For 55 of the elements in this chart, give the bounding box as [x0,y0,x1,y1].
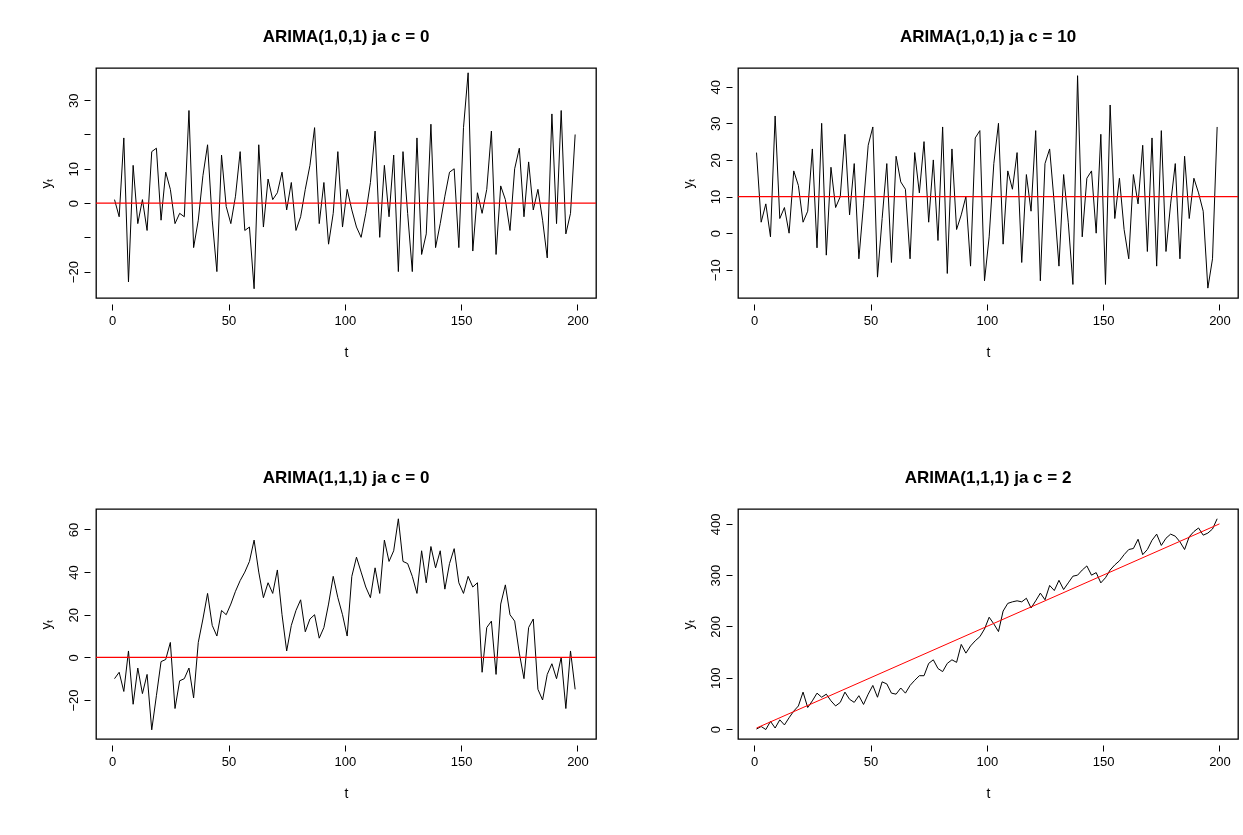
y-tick-label: 60 [65,522,81,538]
x-tick-label: 50 [863,753,879,769]
y-tick-label: 40 [65,565,81,580]
x-tick-label: 150 [1092,753,1115,769]
y-tick-label: −20 [65,689,81,712]
x-tick-label: 100 [334,312,357,328]
x-tick-label: 200 [567,753,589,769]
y-tick-label: 0 [707,230,723,238]
x-tick-label: 100 [976,753,999,769]
y-tick-label: 10 [65,162,81,177]
x-tick-label: 200 [567,312,589,328]
y-tick-label: 20 [65,607,81,623]
y-tick-label: 400 [707,513,723,536]
chart-title: ARIMA(1,1,1) ja c = 2 [904,468,1072,487]
y-axis-title: yₜ [679,177,696,189]
x-tick-label: 150 [450,312,473,328]
y-tick-label: 30 [707,116,723,132]
chart-title: ARIMA(1,0,1) ja c = 0 [262,27,430,46]
chart-title: ARIMA(1,1,1) ja c = 0 [262,468,430,487]
x-tick-label: 0 [109,312,117,328]
x-tick-label: 150 [450,753,473,769]
line-series [114,72,576,290]
y-tick-label: 0 [65,654,81,662]
x-tick-label: 200 [1209,312,1231,328]
y-axis-title: yₜ [679,618,696,630]
chart-title: ARIMA(1,0,1) ja c = 10 [899,27,1077,46]
x-tick-label: 200 [1209,753,1231,769]
y-tick-label: 0 [65,199,81,208]
y-tick-label: 10 [707,189,723,205]
y-tick-label: 20 [707,153,723,168]
y-tick-label: 0 [707,725,723,734]
y-tick-label: 100 [707,667,723,690]
y-tick-label: 40 [707,79,723,95]
x-axis-title: t [986,343,991,360]
x-tick-label: 50 [221,312,237,328]
x-tick-label: 50 [221,753,237,769]
y-tick-label: −10 [707,259,723,282]
line-series [114,518,576,731]
y-tick-label: −20 [65,261,81,284]
line-series [756,75,1218,289]
x-axis-title: t [344,343,349,360]
y-axis-title: yₜ [37,177,54,189]
y-tick-label: 300 [707,564,723,587]
x-tick-label: 0 [751,312,759,328]
x-tick-label: 50 [863,312,879,328]
x-tick-label: 100 [976,312,999,328]
x-axis-title: t [986,784,991,801]
x-tick-label: 0 [109,753,117,769]
y-axis-title: yₜ [37,618,54,630]
x-tick-label: 0 [751,753,759,769]
y-tick-label: 200 [707,616,723,638]
y-tick-label: 30 [65,93,81,108]
x-tick-label: 100 [334,753,357,769]
x-tick-label: 150 [1092,312,1115,328]
x-axis-title: t [344,784,349,801]
